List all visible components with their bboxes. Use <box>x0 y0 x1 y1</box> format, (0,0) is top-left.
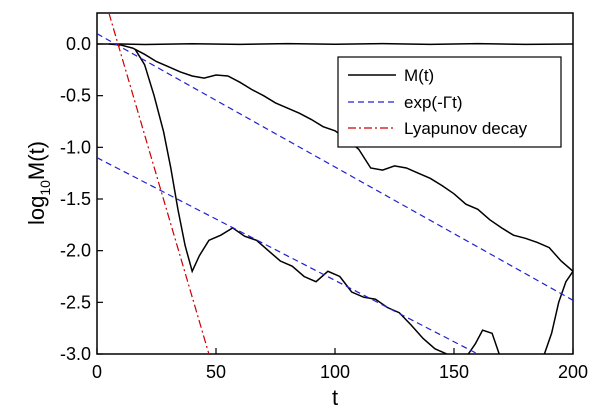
series-line-5 <box>97 33 573 301</box>
legend-label-lyapunov: Lyapunov decay <box>404 119 528 138</box>
y-tick-label: 0.0 <box>66 34 91 54</box>
y-tick-label: -2.0 <box>60 241 91 261</box>
y-tick-label: -3.0 <box>60 344 91 364</box>
ticks-layer: 0 50 100 150 200 0.0 -0.5 -1.0 -1.5 -2.0 -2.5 -3.0 <box>60 34 588 382</box>
x-axis-title: t <box>332 385 338 409</box>
y-axis-title-main: log <box>24 196 49 225</box>
x-tick-label: 0 <box>92 362 102 382</box>
series-line-7 <box>108 13 210 354</box>
series-line-0 <box>97 42 573 46</box>
legend: M(t) exp(-Γt) Lyapunov decay <box>337 56 562 148</box>
y-axis-title: log10M(t) <box>24 141 53 225</box>
y-tick-label: -0.5 <box>60 86 91 106</box>
y-tick-label: -1.0 <box>60 137 91 157</box>
x-tick-label: 150 <box>439 362 469 382</box>
legend-label-exp: exp(-Γt) <box>404 93 462 112</box>
series-line-3 <box>467 329 500 354</box>
x-tick-label: 100 <box>320 362 350 382</box>
y-axis-title-tail: M(t) <box>24 141 49 180</box>
y-tick-label: -1.5 <box>60 189 91 209</box>
series-line-4 <box>543 270 573 354</box>
x-tick-label: 200 <box>558 362 588 382</box>
series-layer <box>97 13 573 354</box>
y-tick-label: -2.5 <box>60 292 91 312</box>
x-tick-label: 50 <box>206 362 226 382</box>
legend-label-mt: M(t) <box>404 66 434 85</box>
series-line-6 <box>97 157 479 354</box>
series-line-2 <box>134 48 448 354</box>
y-axis-title-subscript: 10 <box>37 180 53 196</box>
legend-box <box>337 56 562 148</box>
